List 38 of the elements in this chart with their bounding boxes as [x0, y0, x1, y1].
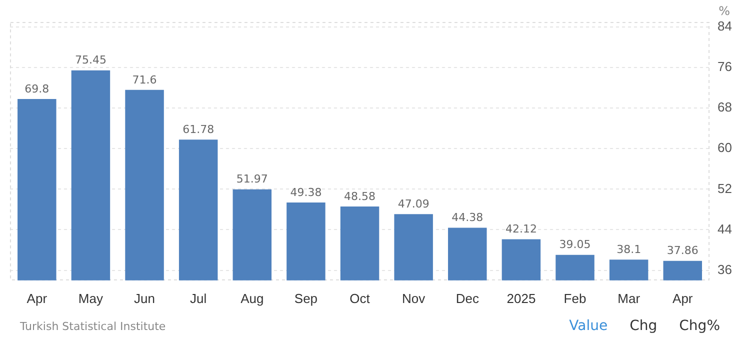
data-label: 47.09	[398, 197, 430, 210]
data-label: 61.78	[182, 123, 214, 136]
text: Chg	[630, 318, 658, 334]
x-tick-label: Jul	[190, 290, 207, 306]
x-tick-label: Jun	[134, 290, 156, 306]
text: Turkish Statistical Institute	[20, 320, 166, 333]
data-label: 69.8	[24, 82, 50, 96]
text: Value	[569, 318, 608, 334]
y-tick-label: 76	[718, 59, 732, 74]
y-tick-label: 44	[718, 221, 732, 236]
data-label: 44.38	[452, 211, 484, 224]
data-label: 75.45	[74, 54, 106, 67]
x-tick-label: Sep	[294, 290, 318, 306]
x-tick-label: Oct	[350, 290, 370, 306]
data-label: 42.12	[505, 222, 537, 236]
x-tick-label: Feb	[564, 290, 586, 306]
x-tick-label: Nov	[402, 290, 426, 306]
y-tick-label: 60	[718, 140, 732, 156]
data-label: 51.97	[236, 172, 268, 186]
y-tick-label: 52	[718, 180, 732, 196]
x-tick-label: Apr	[672, 290, 694, 306]
x-tick-label: Apr	[26, 290, 48, 306]
y-tick-label: 84	[718, 18, 732, 34]
data-label: 71.6	[132, 73, 157, 86]
x-tick-label: Mar	[618, 290, 641, 306]
y-tick-label: 36	[718, 262, 732, 277]
y-tick-label: 68	[718, 100, 732, 115]
data-label: 49.38	[290, 186, 322, 199]
text: Chg%	[679, 318, 720, 334]
x-tick-label: Aug	[240, 290, 264, 306]
data-label: 48.58	[344, 190, 376, 203]
data-label: 39.05	[559, 238, 591, 252]
data-label: 38.1	[616, 242, 642, 256]
x-tick-label: Dec	[456, 290, 480, 306]
x-tick-label: May	[78, 290, 104, 306]
data-label: 37.86	[666, 244, 698, 258]
y-axis-title: %	[718, 4, 730, 18]
x-tick-label: 2025	[506, 290, 536, 306]
